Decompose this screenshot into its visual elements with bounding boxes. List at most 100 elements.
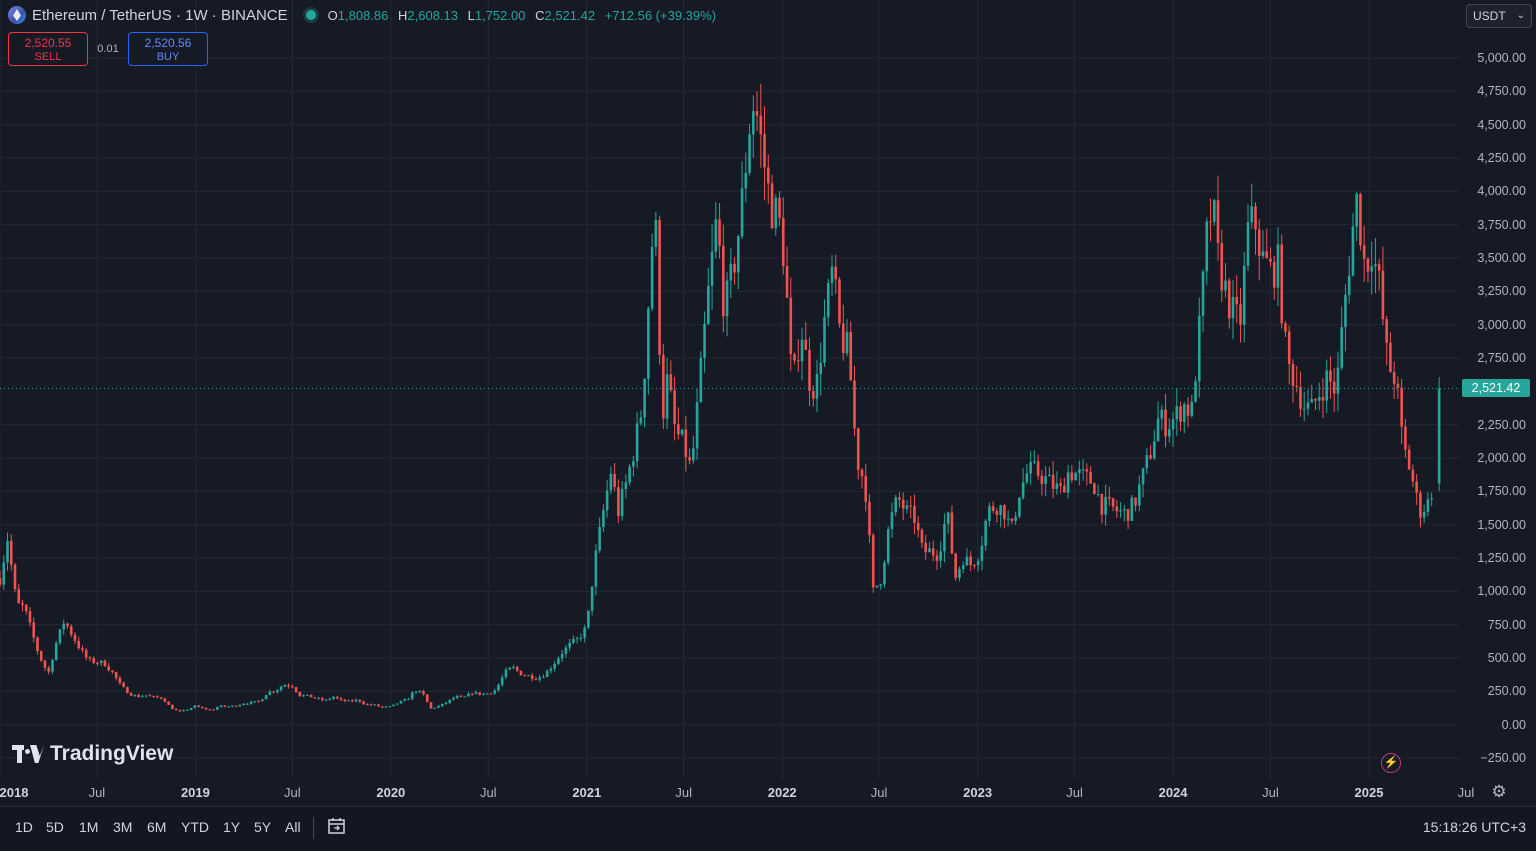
candlestick-chart[interactable] (0, 0, 1460, 778)
candle-body (99, 660, 103, 664)
candle (43, 659, 47, 671)
candle-body (729, 263, 733, 281)
market-status-icon[interactable] (305, 10, 316, 20)
candle (1175, 388, 1179, 436)
candle (898, 492, 901, 508)
candle (523, 674, 526, 677)
candle-body (81, 648, 84, 650)
price-tick-label: 1,750.00 (1477, 484, 1526, 499)
range-3m-button[interactable]: 3M (113, 819, 133, 835)
candle (913, 494, 916, 535)
candle (980, 535, 984, 571)
candle (504, 667, 508, 680)
price-tick-label: 3,000.00 (1477, 317, 1526, 332)
candle (834, 254, 838, 295)
candle-body (384, 706, 388, 708)
candle (991, 501, 995, 514)
candle-body (159, 697, 163, 699)
lightning-icon[interactable]: ⚡ (1381, 753, 1401, 773)
candle (620, 481, 624, 521)
clock-readout[interactable]: 15:18:26 UTC+3 (1422, 819, 1526, 835)
calendar-range-icon[interactable] (327, 816, 347, 836)
range-1m-button[interactable]: 1M (79, 819, 99, 835)
time-tick-label: 2021 (572, 785, 602, 800)
candle-body (1194, 381, 1197, 402)
range-1y-button[interactable]: 1Y (223, 819, 241, 835)
candle (122, 681, 125, 688)
time-axis[interactable]: 2018 Jul 2019 Jul 2020 Jul 2021 Jul 2022 Jul 2023 J… (0, 778, 1474, 806)
candle (324, 698, 328, 701)
candle (954, 552, 957, 581)
candle-body (1186, 404, 1190, 416)
candle-body (459, 696, 463, 698)
symbol-title[interactable]: Ethereum / TetherUS · 1W · BINANCE (32, 6, 288, 24)
candle-body (1036, 461, 1040, 476)
candle-body (549, 668, 553, 671)
candle-body (144, 695, 148, 697)
candle (931, 540, 935, 562)
candle (1123, 504, 1126, 522)
range-6m-button[interactable]: 6M (147, 819, 167, 835)
range-5d-button[interactable]: 5D (46, 819, 64, 835)
candle-body (1059, 483, 1062, 486)
range-5y-button[interactable]: 5Y (254, 819, 272, 835)
candle (1048, 466, 1051, 477)
candle-body (234, 705, 238, 707)
range-all-button[interactable]: All (285, 819, 301, 835)
candle-body (212, 709, 215, 711)
candle (1055, 471, 1059, 495)
candle (204, 707, 208, 711)
candle-body (598, 526, 601, 551)
candle (1220, 229, 1224, 303)
candle-body (639, 417, 643, 424)
candle (823, 299, 826, 367)
candle (1284, 321, 1287, 338)
candle (819, 342, 823, 396)
buy-button[interactable]: 2,520.56 BUY (128, 32, 208, 66)
candle-body (2, 562, 6, 585)
candle-body (1411, 469, 1415, 482)
candle-body (111, 670, 114, 673)
candle-body (1063, 485, 1066, 493)
candle (249, 700, 253, 705)
gear-icon[interactable]: ⚙ (1491, 782, 1507, 801)
candle-body (624, 482, 628, 490)
candle (1153, 429, 1156, 460)
candle (632, 455, 635, 477)
candle (81, 645, 84, 653)
candle (227, 705, 230, 708)
ethereum-logo-icon[interactable] (8, 6, 26, 24)
candle-body (1430, 498, 1433, 500)
price-axis[interactable]: 5,000.00 4,750.00 4,500.00 4,250.00 4,000.00… (1460, 0, 1536, 778)
candle-body (1051, 474, 1055, 489)
candle (137, 693, 140, 698)
candle-body (560, 653, 564, 659)
candle-body (617, 487, 620, 517)
candle-body (1340, 327, 1343, 368)
tradingview-logo-icon (12, 745, 44, 763)
candle-body (935, 555, 939, 561)
candle-body (602, 510, 605, 527)
candle-body (429, 702, 433, 709)
candle-body (182, 710, 185, 712)
candle-body (455, 696, 459, 698)
currency-select[interactable]: USDT ⌄ (1466, 4, 1532, 28)
candle (272, 691, 275, 694)
sell-button[interactable]: 2,520.55 SELL (8, 32, 88, 66)
candle (718, 203, 721, 259)
candle (84, 647, 88, 661)
range-ytd-button[interactable]: YTD (181, 819, 209, 835)
high-value: 2,608.13 (407, 7, 458, 23)
time-tick-label: 2019 (180, 785, 210, 800)
candle (1036, 454, 1040, 480)
candle-body (575, 638, 579, 640)
candle (924, 534, 927, 560)
tradingview-logo[interactable]: TradingView (12, 742, 173, 766)
candle (1078, 460, 1081, 486)
chart-area[interactable] (0, 0, 1460, 778)
range-1d-button[interactable]: 1D (15, 819, 33, 835)
candle-body (1419, 492, 1422, 518)
candle (418, 689, 422, 693)
candle (17, 584, 21, 604)
candle (96, 661, 99, 666)
